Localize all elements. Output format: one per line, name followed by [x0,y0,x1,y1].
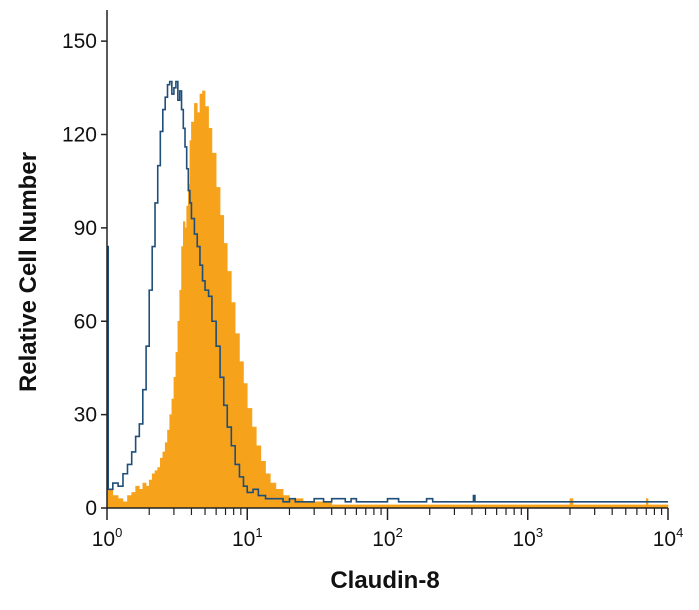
y-axis-title: Relative Cell Number [15,152,42,392]
histogram-outline-series-1 [107,80,668,503]
x-tick-label-base: 10 [372,528,395,551]
y-tick-label-60: 60 [74,310,97,333]
x-tick-label-1000: 103 [512,525,543,551]
x-tick-label-exponent: 0 [115,525,122,540]
x-tick-label-exponent: 1 [255,525,262,540]
x-tick-label-exponent: 3 [536,525,543,540]
x-tick-label-exponent: 2 [396,525,403,540]
axes-layer [101,10,669,520]
y-tick-label-150: 150 [62,30,97,53]
histogram-filled-series-0 [106,90,669,509]
x-tick-label-base: 10 [232,528,255,551]
x-axis-title: Claudin-8 [330,567,439,594]
x-tick-label-base: 10 [653,528,676,551]
series-layer [106,80,669,509]
x-tick-label-100: 102 [372,525,403,551]
x-tick-label-base: 10 [512,528,535,551]
x-tick-label-10: 101 [232,525,263,551]
y-tick-label-90: 90 [74,217,97,240]
x-tick-label-10000: 104 [653,525,684,551]
x-tick-label-base: 10 [92,528,115,551]
y-tick-label-0: 0 [85,497,97,520]
y-tick-label-30: 30 [74,404,97,427]
y-tick-label-120: 120 [62,124,97,147]
x-tick-label-exponent: 4 [676,525,683,540]
x-tick-label-1: 100 [92,525,123,551]
